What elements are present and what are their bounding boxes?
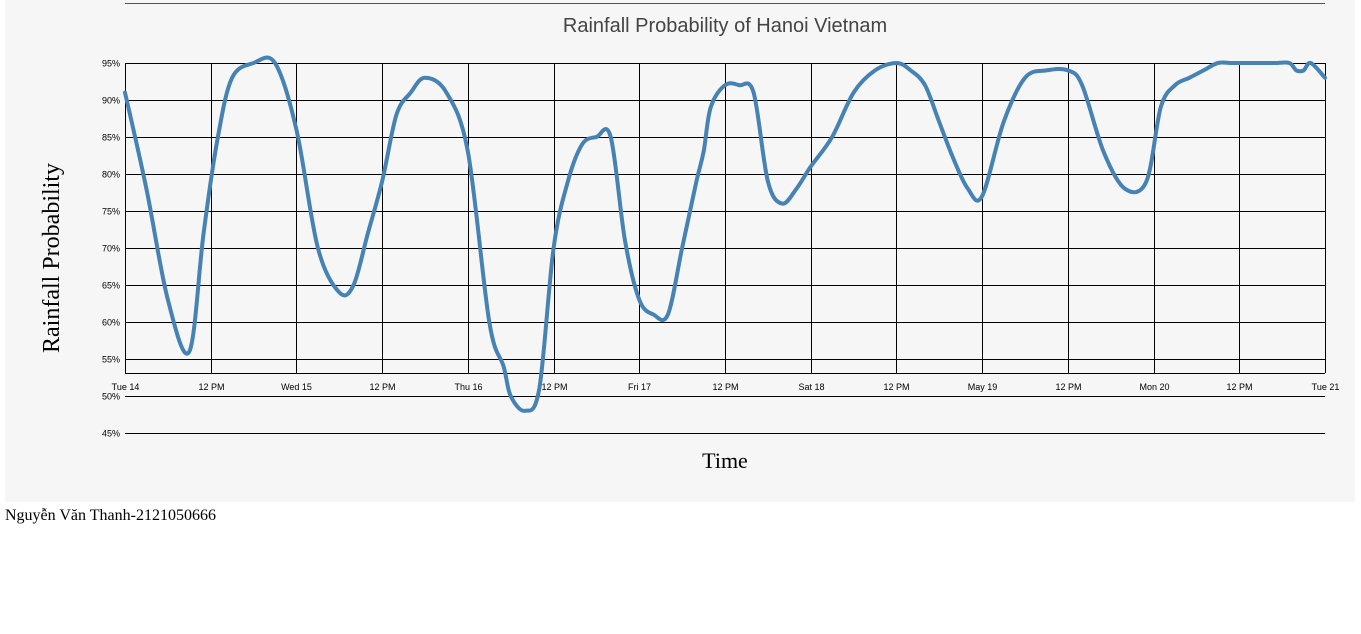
author-footer: Nguyễn Văn Thanh-2121050666 — [5, 507, 216, 524]
y-tick-label: 50% — [102, 392, 120, 402]
x-tick-label: Tue 14 — [112, 382, 140, 392]
x-tick-label: Tue 21 — [1312, 382, 1340, 392]
x-tick-label: 12 PM — [1226, 382, 1252, 392]
y-tick-label: 60% — [102, 318, 120, 328]
y-tick-label: 85% — [102, 133, 120, 143]
x-tick-label: May 19 — [968, 382, 998, 392]
line-layer — [123, 55, 1327, 413]
y-tick-label: 55% — [102, 355, 120, 365]
x-tick-label: Mon 20 — [1139, 382, 1169, 392]
rainfall-probability-line — [123, 55, 1327, 413]
y-tick-label: 75% — [102, 207, 120, 217]
x-tick-label: Wed 15 — [281, 382, 312, 392]
y-tick-label: 95% — [102, 59, 120, 69]
y-tick-label: 65% — [102, 281, 120, 291]
x-tick-label: 12 PM — [883, 382, 909, 392]
x-tick-label: Fri 17 — [628, 382, 651, 392]
x-tick-label: 12 PM — [369, 382, 395, 392]
x-axis-title: Time — [702, 448, 748, 473]
x-tick-label: Sat 18 — [798, 382, 824, 392]
y-tick-label: 90% — [102, 96, 120, 106]
y-tick-label: 70% — [102, 244, 120, 254]
y-tick-labels: 95% 90% 85% 80% 75% 70% 65% 60% 55% 50% 45% — [102, 59, 120, 439]
x-tick-labels: Tue 14 12 PM Wed 15 12 PM Thu 16 12 PM Fri 17 1… — [112, 382, 1340, 392]
y-tick-label: 45% — [102, 429, 120, 439]
y-axis-title: Rainfall Probability — [39, 163, 65, 353]
grid-layer — [125, 63, 1326, 434]
x-tick-label: 12 PM — [198, 382, 224, 392]
x-tick-label: 12 PM — [712, 382, 738, 392]
rainfall-chart: Rainfall Probability of Hanoi Vietnam 95… — [39, 3, 1340, 473]
x-tick-label: 12 PM — [541, 382, 567, 392]
chart-title: Rainfall Probability of Hanoi Vietnam — [563, 15, 887, 37]
chart-panel: Rainfall Probability of Hanoi Vietnam 95… — [5, 0, 1355, 502]
y-tick-label: 80% — [102, 170, 120, 180]
x-tick-label: Thu 16 — [454, 382, 482, 392]
x-tick-label: 12 PM — [1055, 382, 1081, 392]
